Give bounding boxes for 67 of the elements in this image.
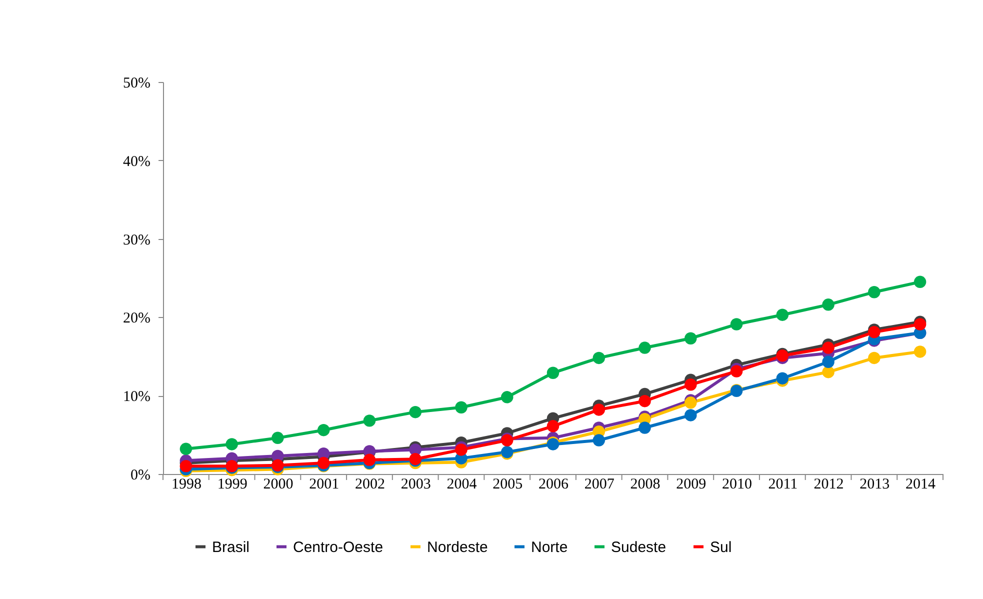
point: [363, 414, 376, 427]
point: [730, 318, 743, 330]
x-tick-label: 2000: [263, 476, 294, 492]
point: [317, 424, 330, 436]
x-tick-label: 2014: [906, 476, 936, 492]
point: [730, 365, 743, 378]
legend-label: Sudeste: [611, 538, 666, 556]
point: [592, 352, 606, 364]
point: [684, 378, 697, 391]
x-tick-label: 2009: [676, 476, 706, 492]
point: [914, 346, 926, 358]
point: [455, 444, 468, 456]
point: [363, 454, 376, 466]
x-tick-label: 1998: [171, 476, 202, 492]
point: [914, 318, 926, 330]
point: [317, 456, 330, 470]
point: [776, 308, 789, 321]
point: [638, 394, 651, 408]
x-tick-label: 2007: [584, 476, 615, 492]
x-tick-label: 2001: [309, 476, 340, 492]
x-tick-label: 2002: [354, 476, 385, 492]
point: [914, 276, 926, 288]
y-tick-label: 50%: [123, 76, 150, 92]
x-tick-label: 2012: [814, 476, 844, 492]
point: [180, 460, 192, 472]
point: [180, 442, 192, 456]
point: [500, 391, 514, 404]
point: [868, 326, 880, 338]
point: [638, 422, 651, 434]
point: [272, 432, 284, 444]
y-tick-label: 20%: [123, 310, 150, 327]
point: [868, 286, 880, 298]
point: [638, 342, 651, 354]
point: [684, 396, 697, 409]
y-tick-label: 0%: [130, 468, 150, 484]
point: [455, 401, 468, 414]
x-tick-label: 2004: [446, 476, 478, 492]
x-tick-label: 2005: [492, 476, 523, 492]
point: [684, 332, 697, 344]
x-tick-label: 2010: [722, 476, 752, 492]
y-tick-label: 40%: [123, 154, 150, 170]
point: [822, 356, 834, 368]
point: [546, 366, 560, 379]
point: [592, 404, 606, 416]
legend-label: Sul: [710, 538, 732, 556]
point: [226, 438, 238, 450]
x-tick-label: 2011: [768, 476, 798, 492]
point: [592, 434, 606, 446]
point: [546, 420, 560, 432]
point: [822, 342, 834, 354]
point: [868, 352, 880, 364]
legend-label: Norte: [531, 538, 568, 556]
x-tick-label: 2006: [538, 476, 569, 492]
x-tick-label: 1999: [217, 476, 248, 492]
legend-label: Centro-Oeste: [293, 538, 384, 556]
point: [776, 372, 789, 384]
point: [822, 298, 834, 311]
point: [822, 366, 834, 378]
x-tick-label: 2008: [630, 476, 660, 492]
y-tick-label: 10%: [123, 389, 150, 406]
point: [409, 406, 422, 418]
y-tick-label: 30%: [123, 232, 150, 248]
legend-label: Brasil: [212, 538, 250, 556]
x-tick-label: 2003: [400, 476, 431, 492]
x-tick-label: 2013: [860, 476, 890, 492]
legend-label: Nordeste: [427, 538, 488, 556]
point: [684, 409, 697, 422]
